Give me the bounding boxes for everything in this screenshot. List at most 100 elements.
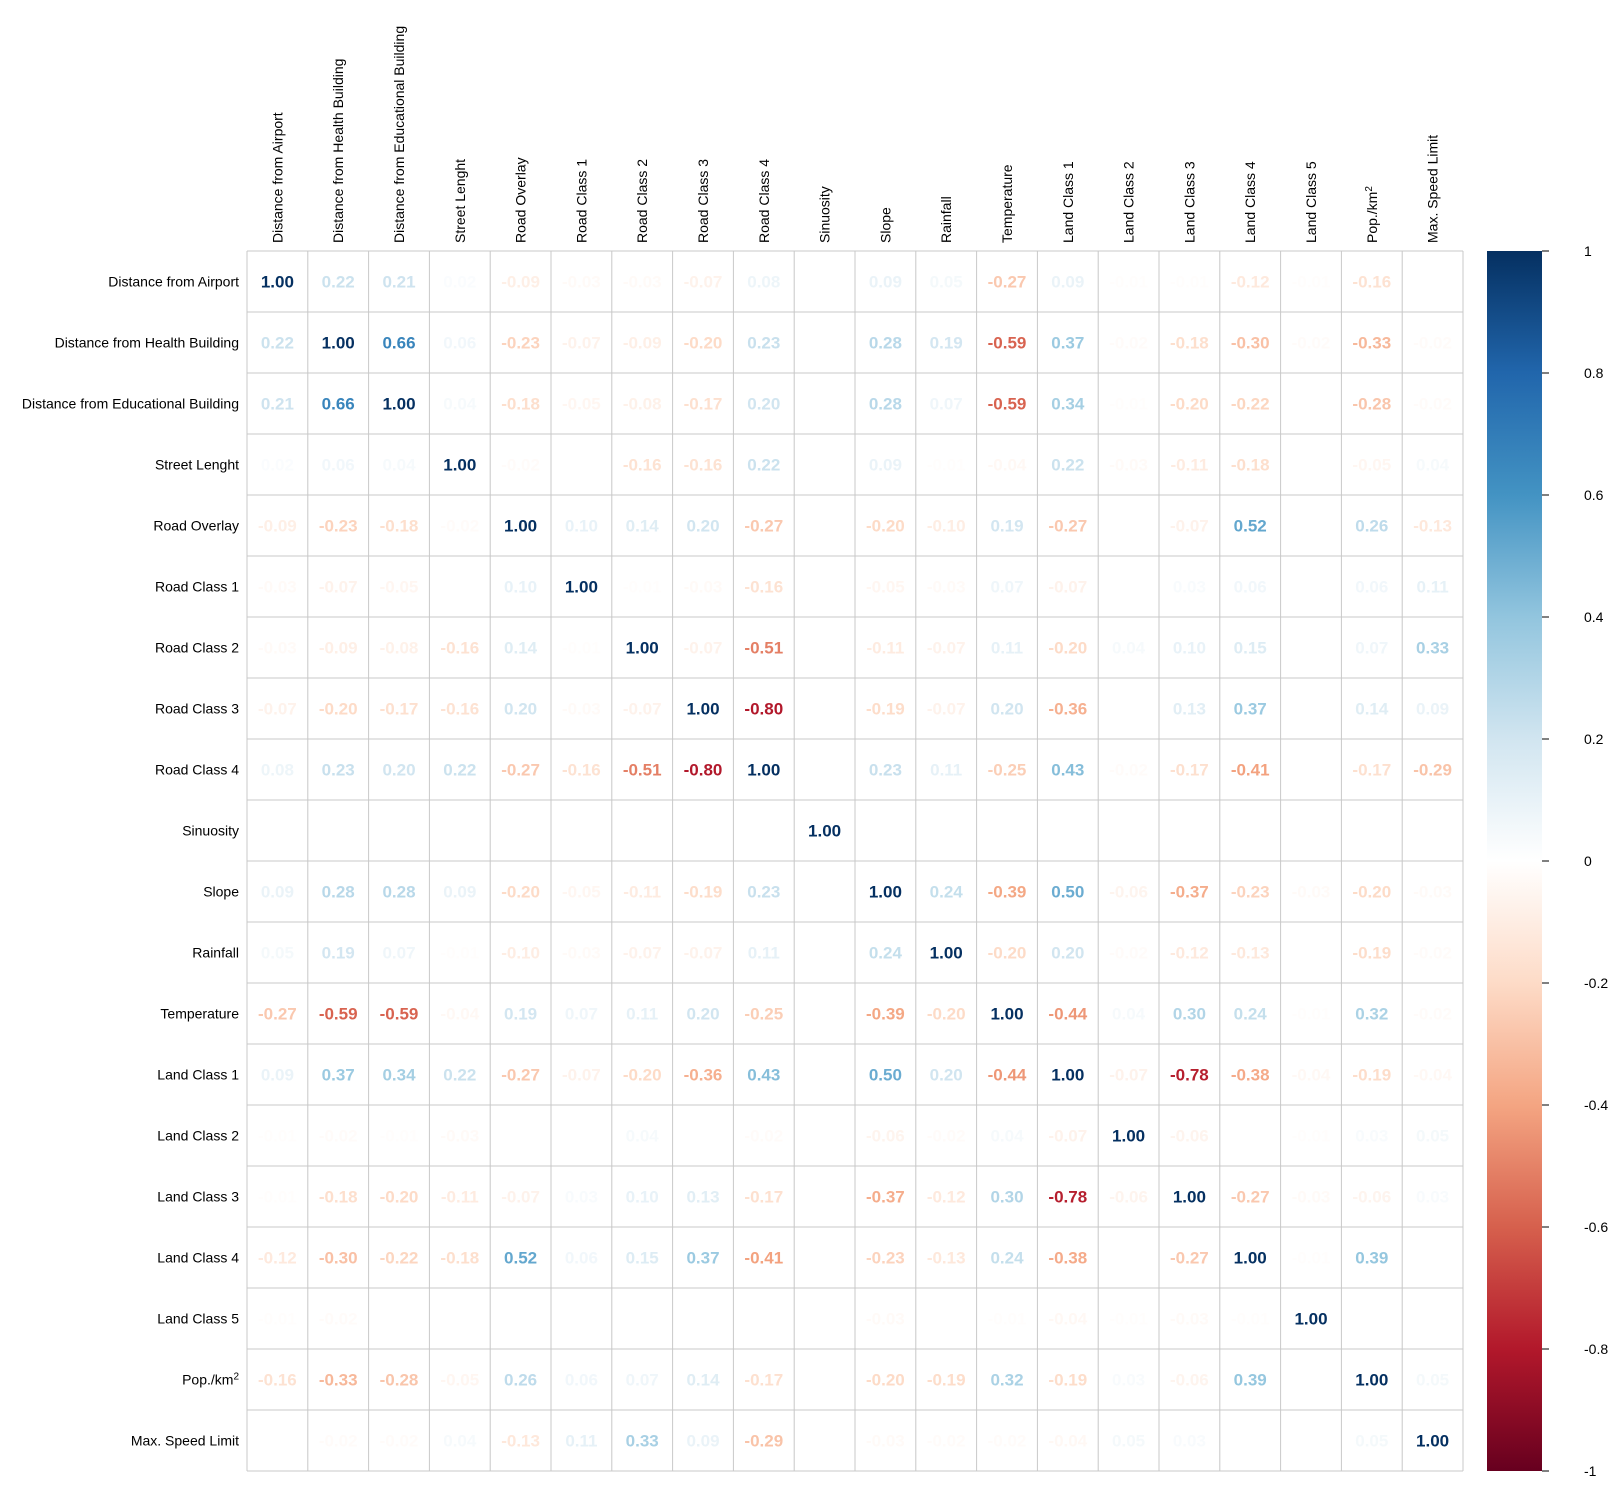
colorbar-tick-label: 0.4 <box>1584 609 1604 625</box>
row-label-road-class-2: Road Class 2 <box>155 640 239 656</box>
heatmap-grid <box>246 250 1464 1472</box>
cell-value: -0.05 <box>440 1371 479 1390</box>
column-label-land-class-3: Land Class 3 <box>1181 161 1197 243</box>
cell-value: -0.16 <box>623 456 662 475</box>
cell-value: -0.28 <box>380 1371 419 1390</box>
cell-value: 0.28 <box>382 883 415 902</box>
cell-value: 0.08 <box>261 761 294 780</box>
cell-value: 0.20 <box>504 700 537 719</box>
row-label-road-class-3: Road Class 3 <box>155 701 239 717</box>
cell-value: -0.07 <box>684 273 723 292</box>
cell-value: -0.02 <box>1413 1005 1452 1024</box>
column-labels: Distance from Airport Distance from Healt… <box>269 26 1440 243</box>
cell-value: 0.11 <box>1417 578 1449 597</box>
cell-value: -0.25 <box>988 761 1027 780</box>
row-label-distance-from-educational-building: Distance from Educational Building <box>22 396 239 412</box>
cell-value: -0.44 <box>988 1066 1027 1085</box>
cell-value: 0.11 <box>930 761 962 780</box>
colorbar-tick-label: 0 <box>1584 853 1592 869</box>
cell-value: -0.19 <box>927 1371 966 1390</box>
cell-value: -0.18 <box>501 395 540 414</box>
cell-value: 0.37 <box>686 1249 719 1268</box>
cell-value: -0.07 <box>1048 1127 1087 1146</box>
cell-value: -0.59 <box>380 1005 419 1024</box>
cell-value: -0.27 <box>501 761 540 780</box>
cell-value: -0.20 <box>988 944 1027 963</box>
cell-value: -0.27 <box>1231 1188 1270 1207</box>
row-label-max-speed-limit: Max. Speed Limit <box>131 1433 239 1449</box>
cell-value: -0.08 <box>623 395 662 414</box>
cell-value: -0.27 <box>501 1066 540 1085</box>
cell-value: 0.20 <box>686 517 719 536</box>
cell-value: 0.19 <box>322 944 355 963</box>
cell-value: -0.29 <box>1413 761 1452 780</box>
cell-value: -0.16 <box>258 1371 297 1390</box>
column-label-temperature: Temperature <box>999 164 1015 243</box>
cell-value: -0.06 <box>1170 1371 1209 1390</box>
cell-value: 0.00 <box>1294 395 1327 414</box>
cell-value: 0.04 <box>443 1432 477 1451</box>
row-label-street-lenght: Street Lenght <box>155 457 239 473</box>
cell-value: 1.00 <box>1173 1188 1206 1207</box>
color-legend: 1 0.8 0.6 0.4 0.2 0 -0.2 -0.4 -0.6 -0.8 -1 <box>1487 243 1608 1479</box>
cell-value: -0.04 <box>988 456 1027 475</box>
cell-value: -0.09 <box>258 517 297 536</box>
cell-value: 0.03 <box>1355 1127 1388 1146</box>
cell-value: -0.07 <box>319 578 358 597</box>
cell-value: 0.37 <box>1234 700 1267 719</box>
row-label-temperature: Temperature <box>160 1006 239 1022</box>
cell-value: 0.06 <box>1234 578 1267 597</box>
cell-value: -0.11 <box>866 639 904 658</box>
cell-value: -0.41 <box>744 1249 783 1268</box>
cell-value: 0.24 <box>990 1249 1024 1268</box>
cell-value: -0.01 <box>927 456 966 475</box>
cell-value: -0.27 <box>988 273 1027 292</box>
cell-value: -0.02 <box>1413 334 1452 353</box>
cell-value: 1.00 <box>261 273 294 292</box>
cell-value: 0.00 <box>1294 944 1327 963</box>
cell-value: 1.00 <box>1416 1432 1449 1451</box>
cell-value: -0.03 <box>927 578 966 597</box>
cell-value: -0.07 <box>1048 578 1087 597</box>
cell-value: -0.03 <box>1109 456 1148 475</box>
column-label-road-class-2: Road Class 2 <box>634 159 650 243</box>
cell-value: -0.07 <box>623 944 662 963</box>
cell-value: -0.02 <box>1413 944 1452 963</box>
cell-value: -0.02 <box>988 1432 1027 1451</box>
cell-value: 0.20 <box>747 395 780 414</box>
cell-value: -0.27 <box>1048 517 1087 536</box>
cell-value: -0.22 <box>1231 395 1270 414</box>
cell-value: -0.01 <box>258 1310 297 1329</box>
cell-value: -0.02 <box>1109 944 1148 963</box>
column-label-land-class-1: Land Class 1 <box>1060 161 1076 243</box>
cell-value: -0.11 <box>1170 456 1208 475</box>
cell-value: 0.21 <box>261 395 294 414</box>
cell-value: 0.43 <box>1051 761 1084 780</box>
cell-value: -0.17 <box>1352 761 1391 780</box>
cell-value: 0.11 <box>991 639 1023 658</box>
cell-value: 0.04 <box>1112 1005 1146 1024</box>
cell-value: -0.01 <box>1109 273 1148 292</box>
cell-value: -0.05 <box>562 883 601 902</box>
cell-value: 1.00 <box>1112 1127 1145 1146</box>
cell-value: 0.02 <box>261 456 294 475</box>
cell-value: -0.37 <box>866 1188 905 1207</box>
cell-value: 0.02 <box>443 273 476 292</box>
cell-value: -0.12 <box>1231 273 1270 292</box>
cell-value: 1.00 <box>1294 1310 1327 1329</box>
cell-value: -0.03 <box>440 1127 479 1146</box>
cell-value: -0.11 <box>441 1188 479 1207</box>
cell-value: -0.37 <box>1170 883 1209 902</box>
cell-value: 0.04 <box>382 456 416 475</box>
cell-value: -0.01 <box>1292 1249 1331 1268</box>
cell-value: 1.00 <box>869 883 902 902</box>
cell-value: 0.10 <box>626 1188 659 1207</box>
cell-value: 1.00 <box>1234 1249 1267 1268</box>
row-labels: Distance from Airport Distance from Healt… <box>22 274 240 1449</box>
cell-value: -0.22 <box>380 1249 419 1268</box>
cell-value: -0.07 <box>927 639 966 658</box>
row-label-road-overlay: Road Overlay <box>153 518 239 534</box>
cell-value: 0.05 <box>1416 1127 1449 1146</box>
cell-value: 0.50 <box>869 1066 902 1085</box>
cell-value: -0.18 <box>1170 334 1209 353</box>
